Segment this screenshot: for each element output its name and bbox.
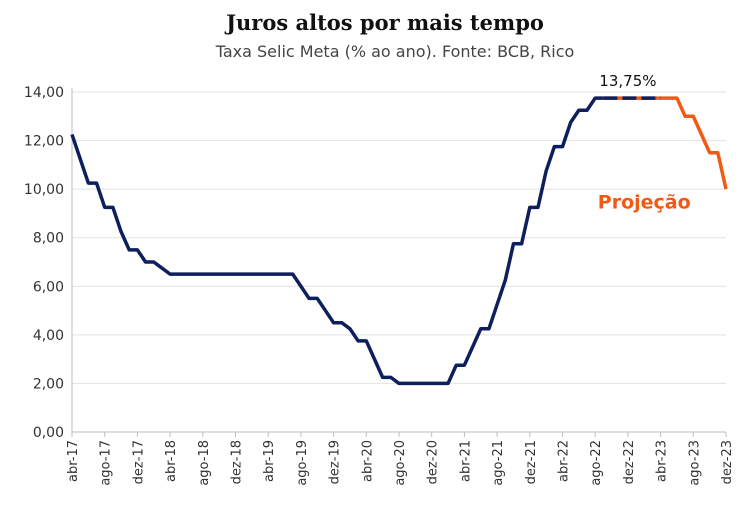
y-tick-label: 14,00 (24, 85, 64, 101)
x-tick-label: dez-18 (230, 440, 245, 484)
y-tick-label: 4,00 (33, 328, 64, 344)
chart-title: Juros altos por mais tempo (226, 10, 544, 35)
x-tick-label: ago-18 (197, 440, 212, 486)
x-tick-label: dez-23 (720, 440, 735, 484)
y-tick-label: 8,00 (33, 231, 64, 247)
y-tick-label: 0,00 (33, 425, 64, 441)
y-tick-label: 10,00 (24, 182, 64, 198)
x-tick-label: ago-19 (295, 440, 310, 486)
x-tick-label: abr-18 (164, 440, 179, 482)
chart-subtitle: Taxa Selic Meta (% ao ano). Fonte: BCB, … (215, 42, 575, 61)
x-tick-label: ago-21 (491, 440, 506, 486)
x-tick-label: dez-20 (426, 440, 441, 484)
x-tick-label: ago-17 (99, 440, 114, 486)
x-tick-label: dez-17 (131, 440, 146, 484)
y-tick-label: 6,00 (33, 279, 64, 295)
x-tick-label: ago-22 (589, 440, 604, 486)
y-tick-label: 2,00 (33, 376, 64, 392)
x-tick-label: dez-19 (328, 440, 343, 484)
x-tick-label: ago-23 (687, 440, 702, 486)
x-tick-label: ago-20 (393, 440, 408, 486)
projection-series-line (603, 96, 728, 190)
x-tick-label: dez-21 (524, 440, 539, 484)
y-tick-label: 12,00 (24, 134, 64, 150)
x-tick-label: abr-17 (66, 440, 81, 482)
x-tick-label: abr-20 (360, 440, 375, 482)
x-tick-label: abr-22 (557, 440, 572, 482)
historical-series-line (70, 96, 604, 386)
projection-annotation: Projeção (598, 192, 691, 214)
x-tick-label: abr-19 (262, 440, 277, 482)
x-tick-label: abr-23 (655, 440, 670, 482)
x-tick-label: abr-21 (458, 440, 473, 482)
x-tick-label: dez-22 (622, 440, 637, 484)
peak-annotation: 13,75% (599, 72, 656, 90)
